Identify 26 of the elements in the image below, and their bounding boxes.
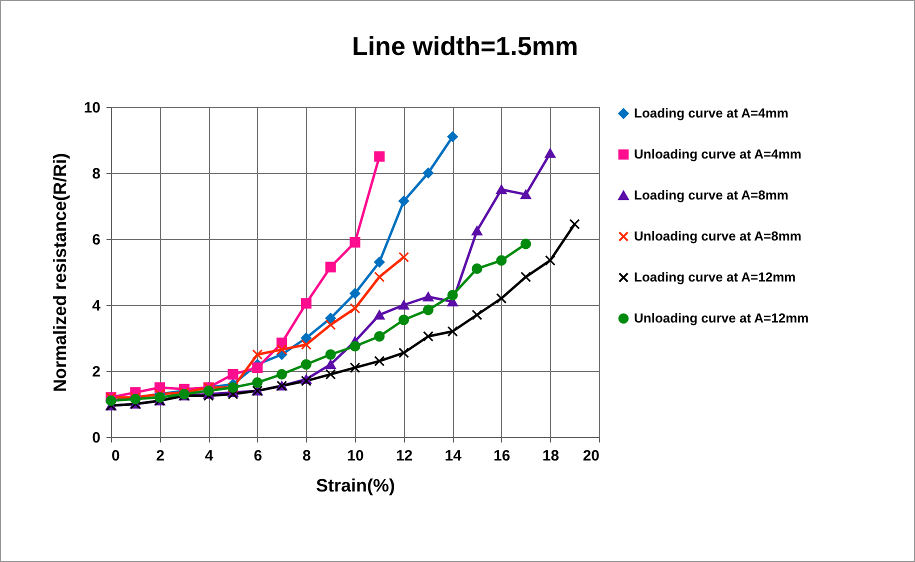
- x-tick-label: 10: [347, 448, 364, 464]
- y-tick-label: 0: [92, 430, 100, 446]
- y-tick-label: 2: [92, 364, 100, 380]
- x-tick-label: 14: [444, 448, 462, 464]
- x-axis-title: Strain(%): [316, 476, 396, 496]
- legend-label: Loading curve at A=8mm: [634, 188, 788, 202]
- x-tick-label: 0: [112, 448, 120, 464]
- x-tick-label: 4: [204, 448, 214, 464]
- legend-label: Unloading curve at A=12mm: [634, 310, 809, 326]
- x-tick-label: 16: [494, 448, 510, 464]
- x-tick-label: 2: [156, 448, 164, 464]
- legend-label: Unloading curve at A=8mm: [634, 228, 802, 244]
- y-axis-title: Normalized resistance(R/Ri): [50, 152, 70, 392]
- x-tick-label: 18: [542, 448, 560, 464]
- legend-label: Loading curve at A=12mm: [634, 270, 796, 284]
- x-tick-label: 8: [302, 448, 311, 464]
- y-tick-label: 4: [92, 298, 102, 314]
- x-tick-label: 20: [582, 448, 600, 464]
- x-tick-label: 12: [396, 448, 413, 464]
- legend-label: Unloading curve at A=4mm: [634, 146, 802, 162]
- y-tick-label: 6: [92, 232, 100, 248]
- x-tick-label: 6: [254, 448, 262, 464]
- y-tick-label: 8: [92, 166, 100, 182]
- y-tick-label: 10: [84, 100, 100, 116]
- chart-title: Line width=1.5mm: [352, 31, 578, 61]
- legend-label: Loading curve at A=4mm: [634, 106, 788, 120]
